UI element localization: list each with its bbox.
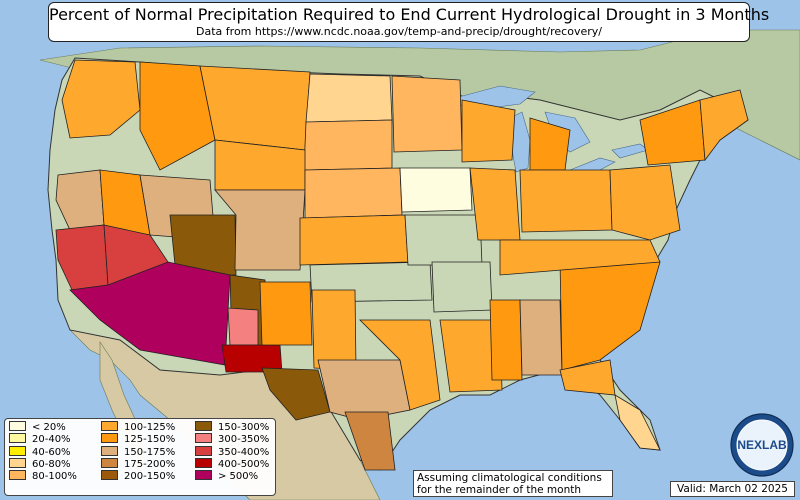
legend-label: 200-150% bbox=[124, 471, 176, 483]
legend-label: 80-100% bbox=[32, 471, 77, 483]
region-mid-atlantic bbox=[609, 164, 681, 241]
region-indiana-ohio bbox=[519, 169, 613, 233]
legend-label: 100-125% bbox=[124, 422, 176, 433]
legend-label: 400-500% bbox=[218, 458, 270, 470]
legend-item: 200-150% bbox=[101, 470, 176, 483]
legend-item: 100-125% bbox=[101, 421, 176, 434]
legend-label: 150-300% bbox=[218, 422, 270, 433]
region-louisiana bbox=[439, 319, 503, 393]
region-florida-south bbox=[614, 394, 661, 451]
legend-swatch bbox=[195, 421, 212, 431]
region-new-england bbox=[699, 89, 749, 162]
legend-item: 150-175% bbox=[101, 445, 176, 459]
legend-item: 300-350% bbox=[195, 433, 270, 446]
legend-swatch bbox=[101, 457, 118, 468]
assumption-note: Assuming climatological conditions for t… bbox=[413, 470, 613, 497]
region-nebraska bbox=[304, 167, 403, 219]
legend-swatch bbox=[9, 445, 26, 456]
legend-item: 175-200% bbox=[101, 457, 176, 471]
legend-swatch bbox=[195, 433, 212, 444]
legend-item: 20-40% bbox=[9, 433, 77, 446]
legend-swatch bbox=[195, 457, 212, 468]
region-arkansas bbox=[431, 261, 493, 313]
legend-swatch bbox=[9, 421, 26, 431]
region-illinois bbox=[469, 167, 521, 241]
region-tx-west bbox=[261, 367, 331, 421]
legend-swatch bbox=[9, 457, 26, 468]
region-arizona bbox=[69, 261, 231, 366]
region-missouri bbox=[404, 214, 483, 266]
legend-item: 40-60% bbox=[9, 445, 77, 459]
legend-swatch bbox=[9, 433, 26, 444]
region-montana bbox=[199, 65, 311, 151]
legend-label: 125-150% bbox=[124, 434, 176, 446]
region-tx-panhandle bbox=[311, 289, 357, 371]
legend-item: 125-150% bbox=[101, 433, 176, 446]
region-kansas bbox=[299, 214, 409, 266]
region-nm-center bbox=[227, 307, 259, 346]
legend-item: < 20% bbox=[9, 421, 77, 434]
legend-col-3: 150-300% 300-350% 350-400% 400-500% > 50… bbox=[195, 421, 270, 483]
region-nd bbox=[305, 73, 393, 123]
region-alabama bbox=[519, 299, 563, 376]
legend-label: < 20% bbox=[32, 422, 66, 433]
legend-label: > 500% bbox=[218, 471, 259, 483]
legend-swatch bbox=[101, 445, 118, 456]
note-line-2: for the remainder of the month bbox=[417, 484, 582, 496]
legend-item: 60-80% bbox=[9, 457, 77, 471]
legend-swatch bbox=[101, 421, 118, 431]
legend-item: > 500% bbox=[195, 470, 269, 483]
region-idaho bbox=[139, 61, 216, 171]
legend-label: 40-60% bbox=[32, 446, 71, 458]
legend-label: 175-200% bbox=[124, 458, 176, 470]
legend-col-1: < 20% 20-40% 40-60% 60-80% 80-100% bbox=[9, 421, 77, 483]
drought-regions bbox=[55, 59, 749, 471]
region-tx-south bbox=[344, 411, 396, 471]
legend-swatch bbox=[195, 470, 212, 481]
region-iowa bbox=[399, 167, 473, 213]
region-wisconsin bbox=[461, 99, 516, 163]
map-title: Percent of Normal Precipitation Required… bbox=[49, 5, 770, 24]
region-mississippi bbox=[489, 299, 523, 381]
map-subtitle: Data from https://www.ncdc.noaa.gov/temp… bbox=[196, 25, 602, 38]
title-box: Percent of Normal Precipitation Required… bbox=[48, 2, 770, 42]
legend-item: 400-500% bbox=[195, 457, 270, 471]
legend-label: 300-350% bbox=[218, 434, 270, 446]
legend-swatch bbox=[101, 433, 118, 444]
legend-label: 60-80% bbox=[32, 458, 71, 470]
legend-label: 350-400% bbox=[218, 446, 270, 458]
region-tennessee-kentucky bbox=[499, 239, 661, 276]
legend-item: 80-100% bbox=[9, 470, 77, 483]
note-line-1: Assuming climatological conditions bbox=[417, 472, 602, 484]
logo-text: NEXLAB bbox=[737, 438, 787, 452]
region-ut-co-border bbox=[169, 214, 237, 276]
legend-col-2: 100-125% 125-150% 150-175% 175-200% 200-… bbox=[101, 421, 176, 483]
legend-swatch bbox=[101, 470, 118, 481]
legend-item: 350-400% bbox=[195, 445, 270, 459]
region-nm-east bbox=[259, 281, 313, 346]
legend: < 20% 20-40% 40-60% 60-80% 80-100% 100-1… bbox=[4, 418, 276, 496]
legend-swatch bbox=[9, 470, 26, 481]
legend-swatch bbox=[195, 445, 212, 456]
region-pacific-nw bbox=[61, 59, 141, 139]
nexlab-logo: NEXLAB bbox=[730, 413, 794, 477]
region-sd bbox=[303, 119, 393, 171]
region-tx-east bbox=[359, 319, 441, 411]
region-minnesota bbox=[391, 75, 463, 153]
legend-label: 150-175% bbox=[124, 446, 176, 458]
legend-item: 150-300% bbox=[195, 421, 270, 434]
region-tx-central bbox=[317, 359, 411, 421]
region-colorado bbox=[214, 189, 306, 271]
region-nm-south bbox=[221, 344, 283, 373]
valid-date: Valid: March 02 2025 bbox=[670, 481, 795, 497]
legend-label: 20-40% bbox=[32, 434, 71, 446]
